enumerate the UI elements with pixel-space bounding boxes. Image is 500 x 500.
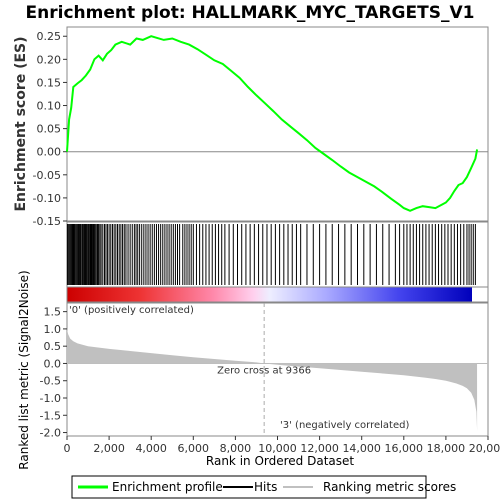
x-tick-label: 0 [64,442,71,455]
es-y-tick-label: 0.10 [37,100,62,113]
es-y-tick-label: 0.00 [37,146,62,159]
metric-panel: -2.0 -1.5 -1.0 -0.5 0.0 0.5 1.0 1.5 0 2,000 4,000… [17,270,500,469]
zero-cross-label: Zero cross at 9366 [217,365,311,376]
hit-marks [66,224,476,285]
es-y-tick-label: 0.25 [37,30,62,43]
metric-y-axis-label: Ranked list metric (Signal2Noise) [17,270,31,469]
legend-enrichment-label: Enrichment profile [112,480,223,494]
positive-correlation-label: '0' (positively correlated) [69,305,194,316]
x-tick-label: 8,000 [220,442,252,455]
metric-y-ticks: -2.0 -1.5 -1.0 -0.5 0.0 0.5 1.0 1.5 [40,306,67,440]
negative-correlation-label: '3' (negatively correlated) [280,420,409,431]
legend-hits-label: Hits [254,480,277,494]
es-y-tick-label: -0.05 [33,169,61,182]
es-plot-frame [66,26,489,222]
metric-y-tick-label: -1.5 [40,409,61,422]
hits-frame [66,221,489,288]
legend-metric-label: Ranking metric scores [323,480,456,494]
x-tick-label: 20,000 [469,442,500,455]
x-tick-label: 2,000 [93,442,125,455]
legend: Enrichment profile Hits Ranking metric s… [71,475,456,499]
metric-y-tick-label: -2.0 [40,427,61,440]
metric-y-tick-label: -1.0 [40,392,61,405]
enrichment-profile-line [66,35,479,212]
es-y-ticks: -0.15 -0.10 -0.05 0.00 0.05 0.10 0.15 0.20 0.25 [33,30,67,228]
x-axis-ticks: 0 2,000 4,000 6,000 8,000 10,000 12,000 14,000 1… [64,436,500,455]
chart-title: Enrichment plot: HALLMARK_MYC_TARGETS_V1 [26,3,475,23]
x-tick-label: 12,000 [300,442,339,455]
es-y-axis-label: Enrichment score (ES) [13,36,29,211]
x-tick-label: 10,000 [258,442,297,455]
hits-panel [66,221,489,288]
es-y-tick-label: 0.05 [37,123,62,136]
x-tick-label: 18,000 [427,442,466,455]
x-axis-label: Rank in Ordered Dataset [206,454,354,468]
es-panel: -0.15-0.10-0.050.000.050.100.150.200.25 … [13,26,489,228]
es-y-tick-label: 0.20 [37,53,62,66]
color-bar-frame [66,286,489,303]
metric-y-tick-label: 0.0 [44,357,62,370]
x-tick-label: 4,000 [135,442,167,455]
ranking-color-bar [66,286,489,303]
metric-y-tick-label: 0.5 [44,340,62,353]
es-y-tick-label: 0.15 [37,76,62,89]
color-bar-gradient [67,287,472,302]
x-tick-label: 16,000 [385,442,424,455]
metric-y-tick-label: -0.5 [40,375,61,388]
x-tick-label: 14,000 [342,442,381,455]
es-y-tick-label: -0.10 [33,192,61,205]
metric-y-tick-label: 1.0 [44,323,62,336]
es-y-tick-label: -0.15 [33,215,61,228]
x-tick-label: 6,000 [178,442,210,455]
metric-y-tick-label: 1.5 [44,306,62,319]
